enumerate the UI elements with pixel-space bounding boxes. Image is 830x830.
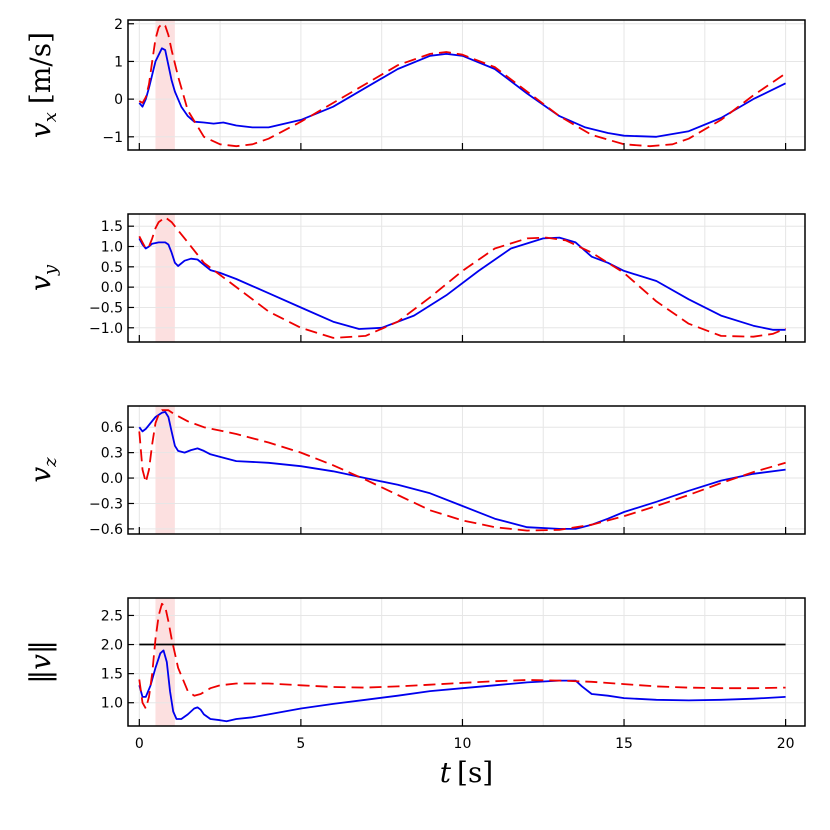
series-line-actual [138, 47, 786, 138]
x-axis-label: t [s] [440, 756, 493, 789]
y-tick-label: 1.0 [101, 696, 123, 712]
y-tick-label: 0 [114, 92, 123, 108]
x-tick-label: 0 [135, 736, 144, 752]
x-tick-label: 5 [296, 736, 305, 752]
y-tick-label: −1.0 [89, 321, 123, 337]
y-axis-label-symbol: v [24, 122, 57, 138]
y-tick-label: −0.6 [89, 522, 123, 538]
y-axis-label-subscript: x [40, 112, 61, 122]
y-tick-label: 2 [114, 17, 123, 33]
subplot-4: 1.0 1.5 2.0 2.5 ‖v‖ 0 5 10 15 20 t [s] [24, 597, 806, 789]
y-tick-label: 0.5 [101, 260, 123, 276]
highlight-band [155, 214, 175, 342]
series-line-actual [138, 649, 786, 723]
y-tick-label: 0.3 [101, 446, 123, 462]
y-tick-label: 0.0 [101, 280, 123, 296]
y-tick-label: 2.0 [101, 638, 123, 654]
y-tick-label: 2.5 [101, 608, 123, 624]
subplot-3: −0.6 −0.3 0.0 0.3 0.6 vz [24, 405, 806, 538]
y-axis-label: vz [24, 457, 61, 483]
y-axis-label: vx [m/s] [24, 32, 61, 138]
x-tick-label: 15 [615, 736, 633, 752]
y-tick-label: 1 [114, 54, 123, 70]
y-tick-label: 0.0 [101, 471, 123, 487]
highlight-band [155, 406, 175, 534]
x-axis-label-symbol: t [440, 756, 452, 789]
y-tick-label: −1 [102, 130, 123, 146]
y-axis-label-subscript: y [40, 264, 61, 276]
y-tick-label: 0.6 [101, 420, 123, 436]
series-line-actual [138, 410, 786, 530]
y-axis-label-unit: [m/s] [24, 32, 57, 104]
series-line-reference [138, 216, 786, 339]
x-tick-label: 20 [777, 736, 795, 752]
y-tick-label: −0.5 [89, 300, 123, 316]
y-axis-label-subscript: z [40, 457, 61, 468]
y-axis-label: ‖v‖ [24, 640, 57, 684]
x-axis-label-unit: [s] [457, 756, 493, 789]
highlight-band [155, 20, 175, 150]
subplot-2: −1.0 −0.5 0.0 0.5 1.0 1.5 vy [24, 213, 806, 343]
subplot-1: −1 0 1 2 vx [m/s] [24, 17, 806, 151]
y-axis-label: vy [24, 264, 61, 291]
plot-frame [127, 213, 806, 343]
y-tick-label: 1.5 [101, 667, 123, 683]
series-line-reference [138, 22, 787, 148]
series-line-reference [138, 409, 786, 532]
y-tick-label: 1.5 [101, 219, 123, 235]
plot-frame [127, 405, 806, 535]
series-line-actual [138, 236, 786, 331]
x-tick-label: 10 [454, 736, 472, 752]
y-tick-label: 1.0 [101, 240, 123, 256]
y-axis-label-symbol: ‖v‖ [24, 640, 57, 684]
y-axis-label-symbol: v [24, 275, 57, 291]
y-axis-label-symbol: v [24, 467, 57, 483]
plot-frame [127, 597, 806, 727]
series-line-reference [138, 602, 786, 710]
y-tick-label: −0.3 [89, 496, 123, 512]
plot-frame [127, 19, 806, 151]
